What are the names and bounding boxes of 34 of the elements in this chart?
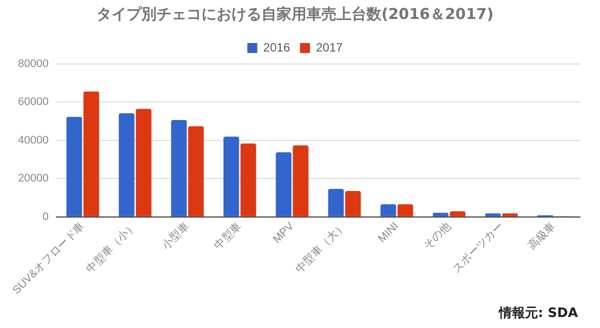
bar [276,152,292,216]
bar [83,92,100,216]
y-tick-label: 0 [42,210,49,223]
bar [345,191,361,216]
legend-label: 2016 [263,40,290,54]
bar [502,213,518,216]
x-tick-label: 高級車 [526,220,558,252]
bar [66,116,82,216]
x-tick-label: 中型車（大） [292,220,349,276]
bar [432,212,448,216]
chart-title: タイプ別チェコにおける自家用車売上台数(2016＆2017) [96,4,494,23]
bar [397,204,414,216]
bar [136,108,152,216]
x-tick-label: 中型車（小） [84,220,140,276]
legend-label: 2017 [316,40,344,54]
bar [118,113,134,216]
y-tick-label: 40000 [18,134,49,146]
x-tick-label: 中型車 [212,220,244,252]
bar [485,213,501,216]
text: 情報元: SDA [499,305,578,322]
x-tick-label: その他 [422,220,454,252]
x-tick-label: スポーツカー [450,220,506,276]
bar [292,145,308,216]
bar [450,211,466,216]
bar [328,188,344,216]
y-tick-label: 60000 [18,96,49,108]
bar [171,120,187,216]
bar [380,204,396,216]
x-tick-label: 小型車 [159,220,192,252]
y-tick-label: 20000 [18,172,49,185]
bar [240,143,256,216]
bar [188,126,204,216]
bar [223,136,240,216]
y-tick-label: 80000 [18,58,49,70]
